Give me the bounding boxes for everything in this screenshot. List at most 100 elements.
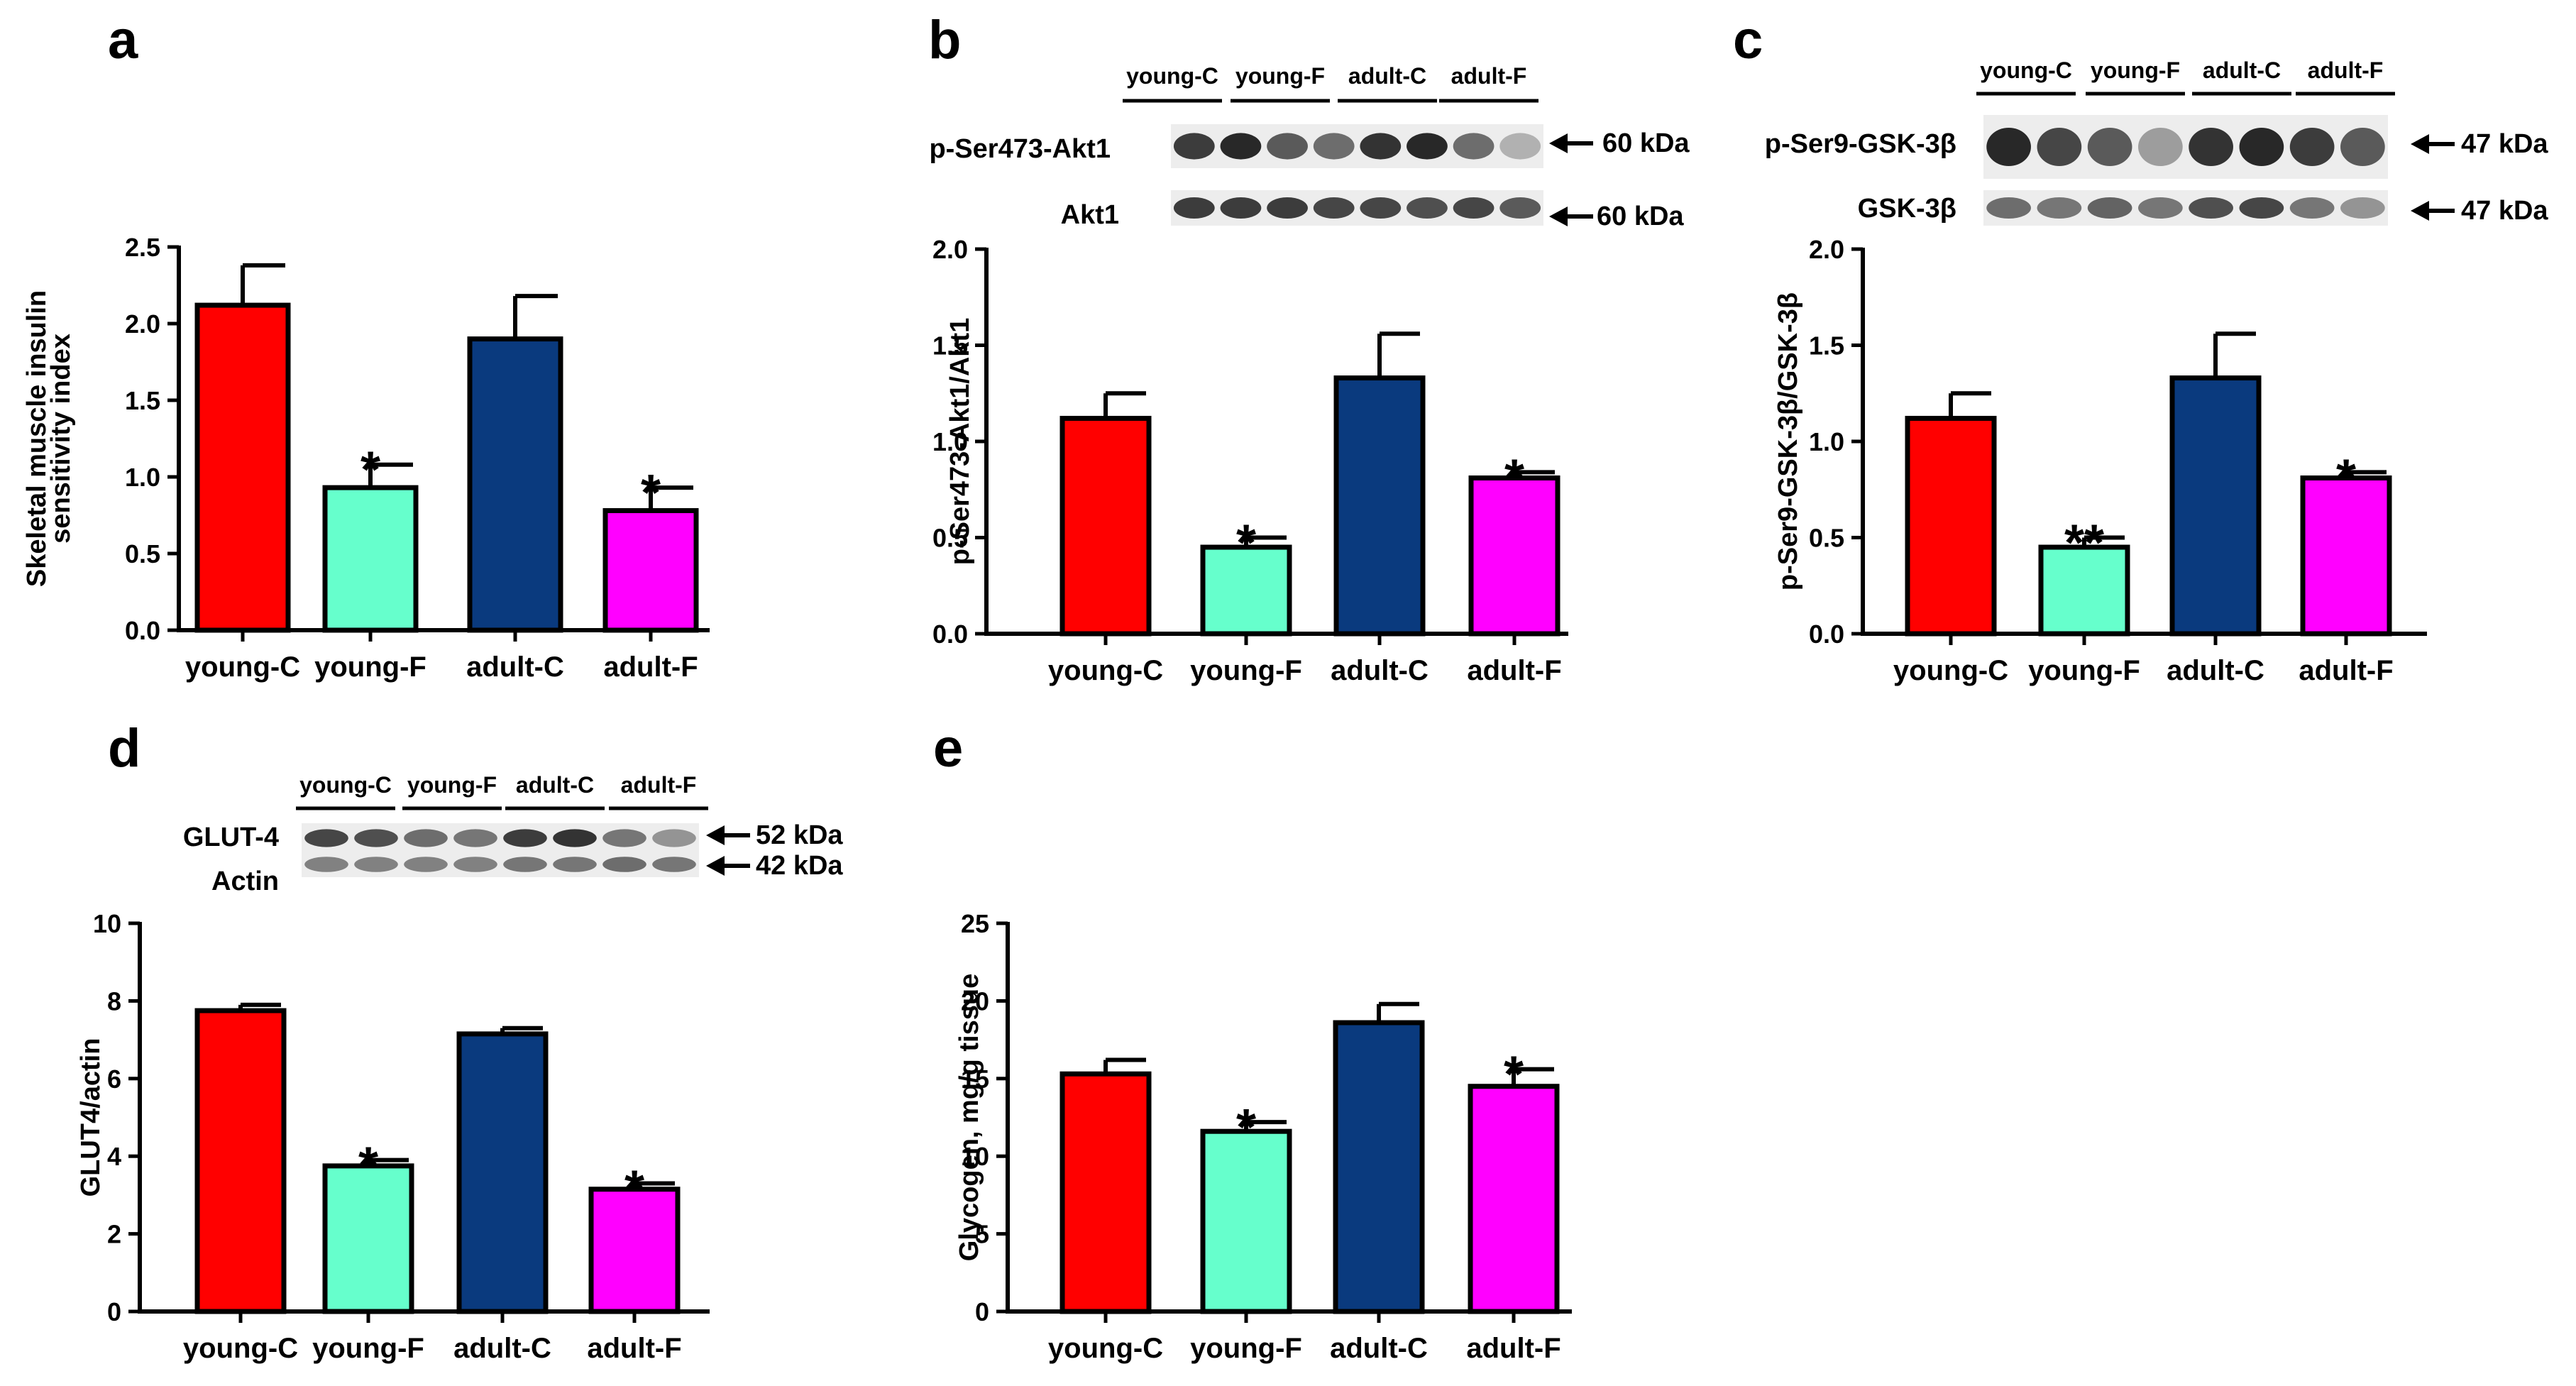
significance-marker: * (360, 442, 380, 499)
y-tick-label: 25 (961, 909, 989, 938)
blot-band (354, 857, 398, 872)
x-tick-label: young-F (2028, 655, 2140, 686)
blot-band (602, 829, 646, 847)
y-tick-label: 20 (961, 986, 989, 1016)
y-tick-label: 6 (107, 1065, 121, 1094)
blot-band (1173, 133, 1215, 160)
blot-band (2189, 197, 2233, 219)
bar-adult-C (1333, 1020, 1425, 1314)
blot-band (2138, 128, 2183, 166)
y-tick-label: 0.5 (932, 524, 968, 553)
blot-band (2087, 197, 2132, 219)
blot-row-label: Actin (211, 867, 279, 896)
bar-young-C (1059, 1071, 1152, 1314)
blot-inset-c: young-C young-F adult-C adult-F p-Ser9-GSK-3… (1765, 57, 2548, 226)
blot-band (304, 857, 348, 872)
y-tick-label: 0 (107, 1297, 121, 1326)
blot-band (404, 857, 448, 872)
panel-letter-d: d (108, 718, 141, 779)
blot-group-label: adult-C (2203, 57, 2281, 83)
blot-band (2087, 128, 2132, 166)
blot-group-label: young-C (299, 772, 392, 798)
blot-inset-d: young-C young-F adult-C adult-F GLUT-4 52 kDa… (183, 772, 844, 896)
chart-panel-b: young-C * young-F adult-C * adult-F 0.0 0.5 1.0 1… (932, 235, 1568, 686)
x-tick-label: adult-C (466, 651, 564, 683)
blot-group-label: adult-F (621, 772, 697, 798)
blot-band (2340, 197, 2385, 219)
blot-band (1267, 197, 1308, 219)
blot-group-label: adult-F (2308, 57, 2384, 83)
blot-band (2340, 128, 2385, 166)
blot-band (404, 829, 448, 847)
blot-band (1173, 197, 1215, 219)
y-tick-label: 1.0 (932, 427, 968, 456)
y-tick-label: 0.0 (932, 620, 968, 649)
y-tick-label: 2.0 (1809, 235, 1844, 264)
significance-marker: * (358, 1138, 378, 1194)
blot-band (1313, 197, 1355, 219)
blot-row-label: GSK-3β (1858, 194, 1956, 224)
y-tick-label: 2.5 (125, 233, 160, 262)
y-tick-label: 10 (961, 1142, 989, 1171)
blot-arrow-head (2411, 201, 2429, 221)
y-tick-label: 0.5 (125, 539, 160, 568)
x-tick-label: young-C (1893, 655, 2008, 686)
x-tick-label: adult-F (603, 651, 698, 683)
significance-marker: * (641, 465, 661, 522)
y-tick-label: 4 (107, 1142, 121, 1171)
blot-arrow-head (1549, 133, 1568, 153)
x-tick-label: adult-C (2167, 655, 2264, 686)
blot-band (354, 829, 398, 847)
blot-marker-label: 52 kDa (756, 820, 843, 850)
y-tick-label: 2.0 (125, 309, 160, 339)
blot-band (304, 829, 348, 847)
blot-group-label: young-C (1980, 57, 2072, 83)
blot-group-label: young-F (2091, 57, 2180, 83)
blot-band (503, 857, 547, 872)
bar-adult-C (2169, 375, 2262, 637)
bar-adult-F (588, 1187, 681, 1314)
blot-band (1986, 128, 2031, 166)
y-axis-label: Skeletal muscle insulin (22, 290, 52, 587)
y-axis-label: GLUT4/actin (76, 1038, 106, 1197)
y-tick-label: 5 (975, 1220, 989, 1249)
x-tick-label: adult-C (1331, 655, 1429, 686)
panel-letter-b: b (928, 10, 961, 70)
x-tick-label: young-F (312, 1333, 424, 1364)
chart-panel-e: young-C * young-F adult-C * adult-F 0 5 10 15 20 25… (954, 909, 1572, 1364)
bar-young-C (194, 302, 291, 633)
y-axis-label: p-Ser9-GSK-3β/GSK-3β (1773, 292, 1803, 590)
bar-adult-F (602, 508, 699, 633)
x-tick-label: young-C (1048, 1333, 1163, 1364)
blot-band (1407, 133, 1448, 160)
bar-young-C (1905, 415, 1997, 637)
blot-band (553, 829, 597, 847)
blot-band (1220, 197, 1262, 219)
blot-band (553, 857, 597, 872)
y-tick-label: 2 (107, 1220, 121, 1249)
x-tick-label: adult-C (453, 1333, 551, 1364)
blot-marker-label: 47 kDa (2461, 196, 2548, 226)
y-tick-label: 2.0 (932, 235, 968, 264)
bar-adult-C (456, 1031, 549, 1314)
bar-adult-C (1333, 375, 1426, 637)
chart-panel-c: young-C ** young-F adult-C * adult-F 0.0 0.5 1.0… (1773, 235, 2427, 686)
blot-group-label: young-C (1126, 63, 1218, 89)
blot-band (1986, 197, 2031, 219)
blot-marker-label: 60 kDa (1597, 202, 1684, 231)
blot-group-label: adult-F (1451, 63, 1527, 89)
panel-letter-c: c (1733, 10, 1763, 70)
blot-row-label: Akt1 (1061, 200, 1119, 230)
blot-row-label: GLUT-4 (183, 823, 279, 852)
blot-band (1499, 133, 1541, 160)
significance-marker: * (1504, 1047, 1524, 1104)
y-tick-label: 0.0 (1809, 620, 1844, 649)
blot-band (1360, 197, 1402, 219)
bar-adult-C (467, 336, 563, 633)
blot-band (453, 857, 497, 872)
significance-marker: * (1504, 449, 1524, 506)
bar-young-F (322, 485, 419, 633)
blot-arrow-head (706, 856, 725, 876)
x-tick-label: young-F (1190, 655, 1302, 686)
